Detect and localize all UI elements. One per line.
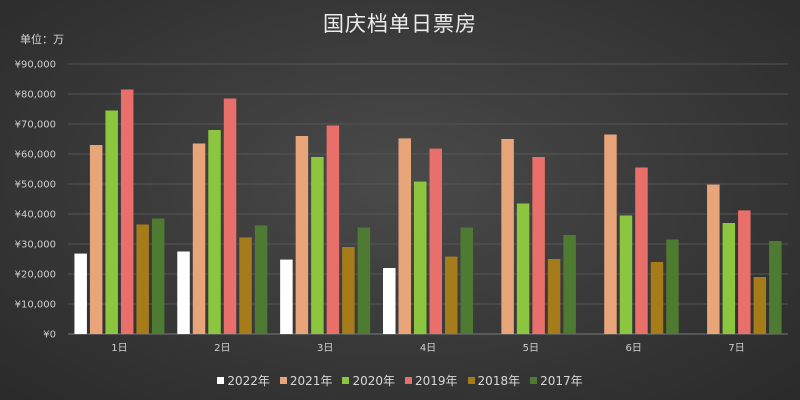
bar-2020年-5日: [516, 203, 530, 334]
legend-label: 2022年: [227, 374, 270, 388]
bar-2020年-1日: [105, 110, 118, 334]
bar-2021年-2日: [192, 143, 206, 334]
legend-item: 2021年: [279, 372, 333, 389]
bar-2018年-5日: [547, 259, 561, 334]
bar-2021年-5日: [501, 139, 514, 334]
y-tick-label: ¥60,000: [15, 150, 56, 161]
bar-2019年-5日: [532, 157, 545, 334]
bar-2019年-2日: [223, 98, 237, 334]
x-tick-label: 1日: [111, 343, 127, 354]
x-tick-label: 2日: [214, 343, 230, 354]
bar-2018年-1日: [136, 224, 149, 334]
legend-label: 2019年: [415, 374, 458, 388]
x-tick-label: 7日: [728, 343, 744, 354]
bar-2022年-1日: [74, 253, 87, 334]
bar-2020年-6日: [619, 215, 633, 334]
legend-item: 2017年: [530, 372, 583, 389]
y-tick-label: ¥0: [43, 330, 56, 341]
legend-swatch: [217, 377, 225, 384]
legend-label: 2017年: [540, 374, 583, 388]
bar-2019年-4日: [429, 148, 442, 334]
bar-2020年-4日: [414, 181, 427, 334]
legend-swatch: [342, 377, 350, 384]
bar-2019年-3日: [326, 125, 340, 334]
bar-2018年-4日: [445, 256, 458, 334]
bar-2018年-2日: [239, 237, 252, 334]
bar-2017年-2日: [254, 225, 268, 334]
bar-2022年-4日: [383, 268, 396, 334]
y-tick-label: ¥20,000: [15, 270, 56, 281]
bar-2019年-6日: [635, 167, 648, 334]
legend-item: 2019年: [405, 372, 458, 389]
bar-2021年-7日: [707, 184, 720, 334]
x-tick-label: 6日: [626, 343, 642, 354]
bar-2022年-2日: [177, 251, 190, 334]
y-axis-unit-label: 单位：万: [20, 33, 64, 46]
bar-2019年-1日: [120, 89, 134, 334]
legend-item: 2022年: [217, 372, 270, 389]
bar-2017年-5日: [563, 235, 576, 334]
bar-2021年-6日: [604, 134, 617, 334]
bar-2017年-3日: [357, 227, 371, 334]
y-tick-label: ¥50,000: [15, 180, 56, 191]
y-tick-label: ¥70,000: [15, 120, 56, 131]
bar-2021年-3日: [295, 136, 309, 334]
bar-2017年-6日: [666, 239, 679, 334]
bar-2017年-7日: [769, 241, 782, 334]
legend-label: 2018年: [477, 374, 521, 388]
chart-legend: 2022年 2021年 2020年 2019年 2018年 2017年: [0, 372, 800, 389]
y-tick-label: ¥10,000: [15, 300, 56, 311]
x-tick-label: 3日: [317, 343, 333, 354]
bar-2020年-7日: [722, 223, 736, 334]
x-tick-label: 4日: [420, 343, 436, 354]
bar-2022年-3日: [280, 259, 293, 334]
y-tick-label: ¥90,000: [15, 60, 56, 71]
bar-2021年-1日: [89, 145, 103, 334]
legend-swatch: [467, 377, 475, 384]
bar-2017年-1日: [151, 218, 165, 334]
y-tick-label: ¥80,000: [15, 90, 56, 101]
bar-2019年-7日: [738, 210, 751, 334]
legend-item: 2020年: [342, 372, 395, 389]
bar-2018年-3日: [342, 247, 355, 334]
legend-swatch: [279, 377, 287, 384]
legend-swatch: [530, 377, 538, 384]
chart-title: 国庆档单日票房: [323, 12, 477, 36]
legend-swatch: [405, 377, 412, 384]
bar-2018年-7日: [753, 277, 767, 334]
bar-2018年-6日: [650, 262, 664, 334]
bar-2017年-4日: [460, 227, 473, 334]
legend-label: 2021年: [289, 374, 333, 388]
x-tick-label: 5日: [523, 343, 539, 354]
bar-2020年-2日: [208, 130, 221, 334]
legend-label: 2020年: [352, 374, 395, 388]
bar-2021年-4日: [398, 138, 411, 334]
y-tick-label: ¥30,000: [15, 240, 56, 251]
y-tick-label: ¥40,000: [15, 210, 56, 221]
legend-item: 2018年: [467, 372, 521, 389]
bar-2020年-3日: [311, 157, 324, 334]
